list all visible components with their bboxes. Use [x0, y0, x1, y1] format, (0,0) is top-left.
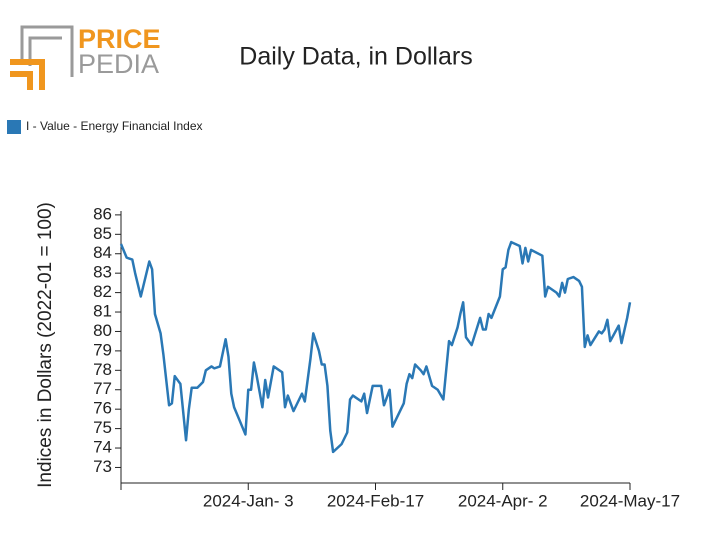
x-tick-label: 2024-Apr- 2 — [458, 491, 548, 510]
y-tick-label: 79 — [93, 340, 112, 359]
y-tick-label: 73 — [93, 457, 112, 476]
logo-mark-gray — [20, 25, 74, 77]
chart-title: Daily Data, in Dollars — [239, 43, 472, 71]
x-tick-label: 2024-Jan- 3 — [203, 491, 294, 510]
y-tick-label: 81 — [93, 302, 112, 321]
logo-mark-gray — [28, 36, 62, 66]
y-tick-label: 74 — [93, 438, 112, 457]
logo-mark-orange — [10, 59, 45, 90]
y-tick-label: 77 — [93, 379, 112, 398]
series-line — [119, 240, 632, 454]
logo-mark-orange — [10, 71, 33, 90]
x-tick-label: 2024-May-17 — [580, 491, 680, 510]
y-tick-label: 82 — [93, 282, 112, 301]
logo-text: PEDIA — [78, 49, 159, 79]
legend-label: I - Value - Energy Financial Index — [26, 119, 203, 133]
y-tick-label: 76 — [93, 399, 112, 418]
logo: PRICE PEDIA — [10, 24, 161, 90]
legend-swatch — [7, 120, 21, 134]
y-tick-label: 75 — [93, 418, 112, 437]
y-tick-label: 85 — [93, 224, 112, 243]
y-tick-label: 84 — [93, 243, 112, 262]
y-tick-label: 86 — [93, 204, 112, 223]
y-tick-label: 80 — [93, 321, 112, 340]
y-axis-title: Indices in Dollars (2022-01 = 100) — [35, 202, 56, 488]
x-tick-label: 2024-Feb-17 — [327, 491, 424, 510]
logo-text: PRICE — [78, 24, 161, 54]
y-tick-label: 78 — [93, 360, 112, 379]
y-tick-label: 83 — [93, 263, 112, 282]
